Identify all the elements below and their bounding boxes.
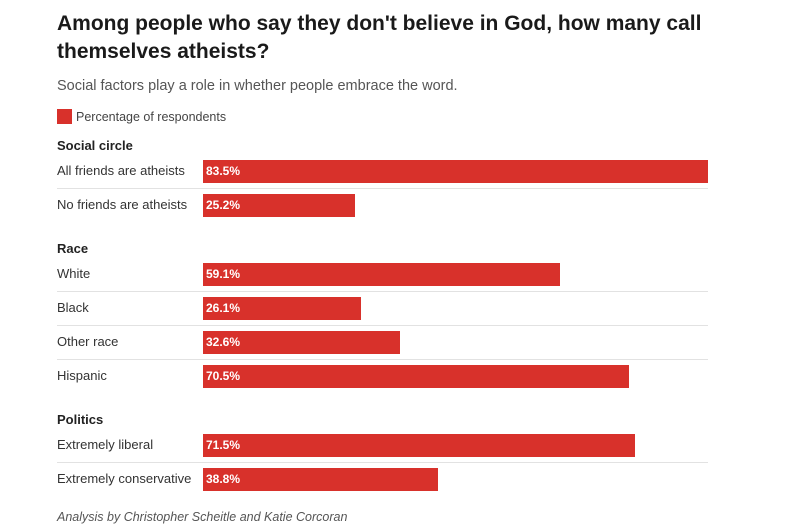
bar xyxy=(203,194,356,217)
data-label: 71.5% xyxy=(206,438,241,452)
data-label: 38.8% xyxy=(206,472,241,486)
row-divider xyxy=(57,291,708,292)
bar xyxy=(203,160,708,183)
legend-label: Percentage of respondents xyxy=(76,109,227,124)
legend: Percentage of respondents xyxy=(57,109,226,124)
bar xyxy=(203,365,630,388)
data-label: 59.1% xyxy=(206,267,241,281)
category-label: Other race xyxy=(57,334,119,349)
data-label: 83.5% xyxy=(206,164,241,178)
category-label: White xyxy=(57,266,91,281)
data-label: 32.6% xyxy=(206,335,241,349)
group-header: Politics xyxy=(57,412,104,427)
bar xyxy=(203,434,636,457)
bar xyxy=(203,297,361,320)
chart-subtitle: Social factors play a role in whether pe… xyxy=(57,78,458,94)
source-footer: Analysis by Christopher Scheitle and Kat… xyxy=(57,510,348,524)
row-divider xyxy=(57,462,708,463)
row-divider xyxy=(57,359,708,360)
bar xyxy=(203,263,561,286)
data-label: 25.2% xyxy=(206,198,241,212)
category-label: Extremely liberal xyxy=(57,437,154,452)
row-divider xyxy=(57,188,708,189)
category-label: No friends are atheists xyxy=(57,197,188,212)
category-label: Black xyxy=(57,300,89,315)
row-divider xyxy=(57,325,708,326)
category-label: Hispanic xyxy=(57,368,107,383)
bar xyxy=(203,468,438,491)
bar xyxy=(203,331,401,354)
chart-title: Among people who say they don't believe … xyxy=(57,12,702,63)
group-header: Race xyxy=(57,241,89,256)
legend-swatch xyxy=(57,109,72,124)
group-header: Social circle xyxy=(57,138,133,153)
data-label: 70.5% xyxy=(206,369,241,383)
data-label: 26.1% xyxy=(206,301,241,315)
category-label: Extremely conservative xyxy=(57,471,192,486)
category-label: All friends are atheists xyxy=(57,163,185,178)
